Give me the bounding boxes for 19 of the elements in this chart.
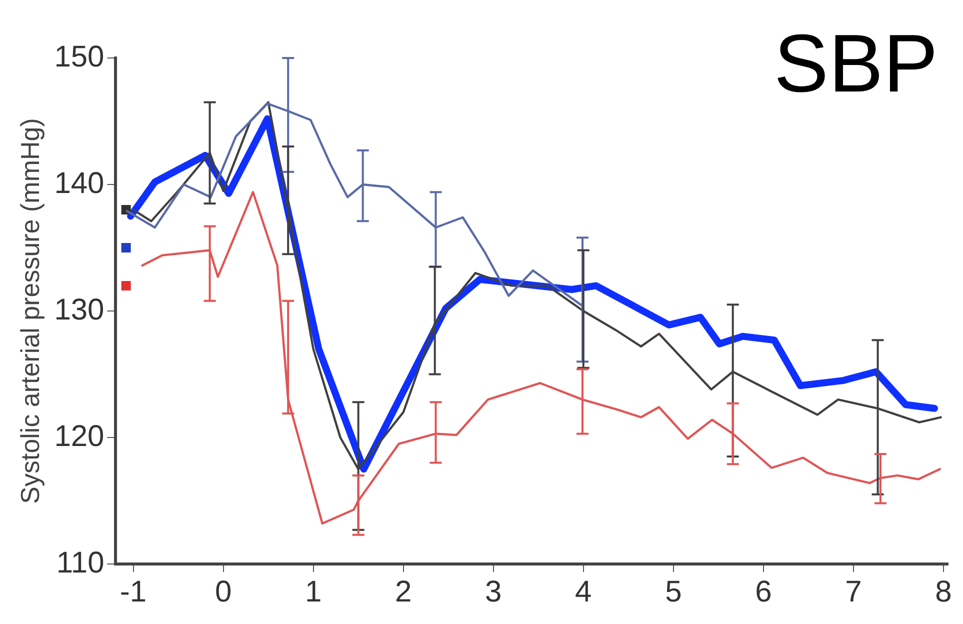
y-tick-label: 120 [54,420,104,453]
x-tick-label: 2 [394,575,412,608]
y-tick-label: 110 [56,546,104,580]
y-tick-label: 140 [54,166,104,200]
x-tick-label: 5 [665,575,682,608]
point [121,243,131,252]
x-tick-label: 4 [575,575,592,608]
x-tick-label: 1 [304,575,322,608]
point [121,280,131,290]
y-tick-label: 130 [54,293,104,326]
x-tick-label: 8 [935,575,952,608]
x-tick-label: 0 [214,575,232,608]
x-tick-label: 3 [485,575,502,608]
chart-title: SBP [774,18,938,110]
x-tick-label: 7 [845,575,862,608]
y-axis-title: Systolic arterial pressure (mmHg) [14,118,45,504]
y-tick-label: 150 [54,40,104,74]
x-tick-label: 6 [755,575,772,608]
x-tick-label: -1 [120,575,147,608]
